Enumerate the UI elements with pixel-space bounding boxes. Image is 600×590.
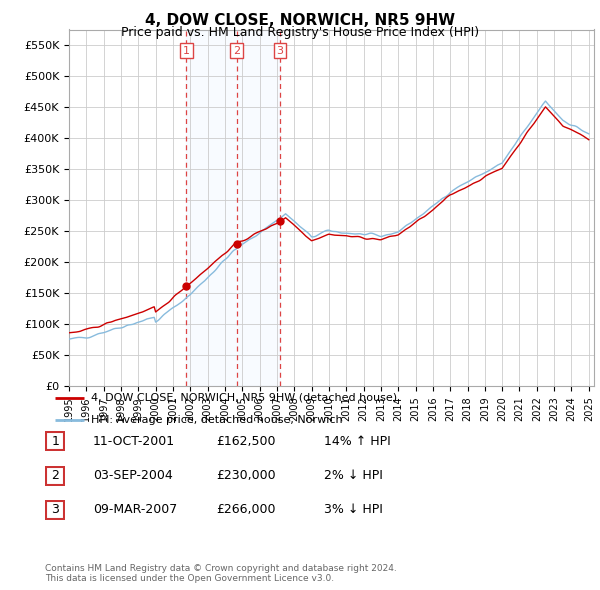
Text: 2: 2 (51, 469, 59, 482)
Text: 1: 1 (183, 45, 190, 55)
Text: 09-MAR-2007: 09-MAR-2007 (93, 503, 177, 516)
Text: 14% ↑ HPI: 14% ↑ HPI (324, 435, 391, 448)
Text: 3: 3 (277, 45, 284, 55)
Text: 2: 2 (233, 45, 240, 55)
Text: Price paid vs. HM Land Registry's House Price Index (HPI): Price paid vs. HM Land Registry's House … (121, 26, 479, 39)
Text: 3: 3 (51, 503, 59, 516)
Text: £162,500: £162,500 (216, 435, 275, 448)
Text: 4, DOW CLOSE, NORWICH, NR5 9HW (detached house): 4, DOW CLOSE, NORWICH, NR5 9HW (detached… (91, 392, 397, 402)
Text: Contains HM Land Registry data © Crown copyright and database right 2024.
This d: Contains HM Land Registry data © Crown c… (45, 563, 397, 583)
Text: 1: 1 (51, 435, 59, 448)
Bar (187, 30, 280, 386)
Text: 03-SEP-2004: 03-SEP-2004 (93, 469, 173, 482)
Text: 3% ↓ HPI: 3% ↓ HPI (324, 503, 383, 516)
Text: £266,000: £266,000 (216, 503, 275, 516)
Text: 2% ↓ HPI: 2% ↓ HPI (324, 469, 383, 482)
Text: 11-OCT-2001: 11-OCT-2001 (93, 435, 175, 448)
Text: 4, DOW CLOSE, NORWICH, NR5 9HW: 4, DOW CLOSE, NORWICH, NR5 9HW (145, 13, 455, 28)
Text: £230,000: £230,000 (216, 469, 275, 482)
Text: HPI: Average price, detached house, Norwich: HPI: Average price, detached house, Norw… (91, 415, 343, 425)
